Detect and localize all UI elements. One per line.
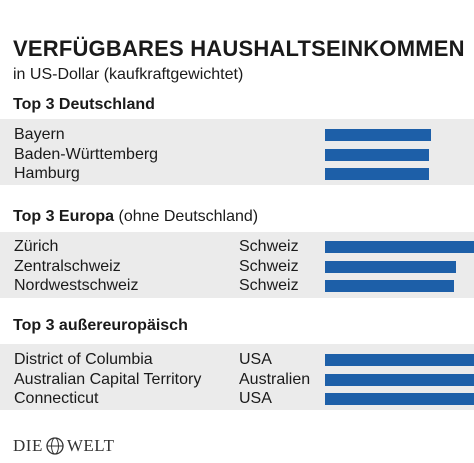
row-country: Schweiz xyxy=(239,277,299,294)
bar xyxy=(325,260,456,273)
chart-subtitle: in US-Dollar (kaufkraftgewichtet) xyxy=(13,66,244,83)
bar xyxy=(325,148,429,161)
row-country: Schweiz xyxy=(239,238,299,255)
row-country: USA xyxy=(239,390,272,407)
row-label: Zentralschweiz xyxy=(14,257,121,275)
section-heading-germany: Top 3 Deutschland xyxy=(13,96,155,114)
bar xyxy=(325,393,474,405)
bar xyxy=(325,354,474,366)
row-country: USA xyxy=(239,351,272,368)
section-heading-non-europe: Top 3 außereuropäisch xyxy=(13,317,188,335)
section-heading-text: Top 3 Europa xyxy=(13,208,115,225)
section-heading-text: Top 3 außereuropäisch xyxy=(13,317,188,334)
bar xyxy=(325,168,429,180)
bar xyxy=(325,373,474,386)
row-label: Nordwestschweiz xyxy=(14,277,139,294)
row-country: Australien xyxy=(239,370,311,388)
row-label: Baden-Württemberg xyxy=(14,145,159,163)
section-heading-europe: Top 3 Europa (ohne Deutschland) xyxy=(13,208,258,226)
logo-text-left: DIE xyxy=(13,436,43,455)
logo-text-right: WELT xyxy=(66,436,115,455)
chart-title: VERFÜGBARES HAUSHALTSEINKOMMEN xyxy=(13,36,465,61)
section-heading-text: Top 3 Deutschland xyxy=(13,96,155,113)
bar xyxy=(325,280,454,292)
row-country: Schweiz xyxy=(239,257,299,275)
row-label: Hamburg xyxy=(14,165,80,182)
die-welt-logo: DIE WELT xyxy=(13,436,114,456)
bar xyxy=(325,241,474,253)
row-label: District of Columbia xyxy=(14,351,153,368)
bar xyxy=(325,129,432,141)
globe-icon xyxy=(46,437,64,455)
section-heading-note: (ohne Deutschland) xyxy=(114,208,259,225)
row-label: Connecticut xyxy=(14,390,99,407)
row-label: Bayern xyxy=(14,126,65,143)
row-label: Zürich xyxy=(14,238,59,255)
row-label: Australian Capital Territory xyxy=(14,370,202,388)
